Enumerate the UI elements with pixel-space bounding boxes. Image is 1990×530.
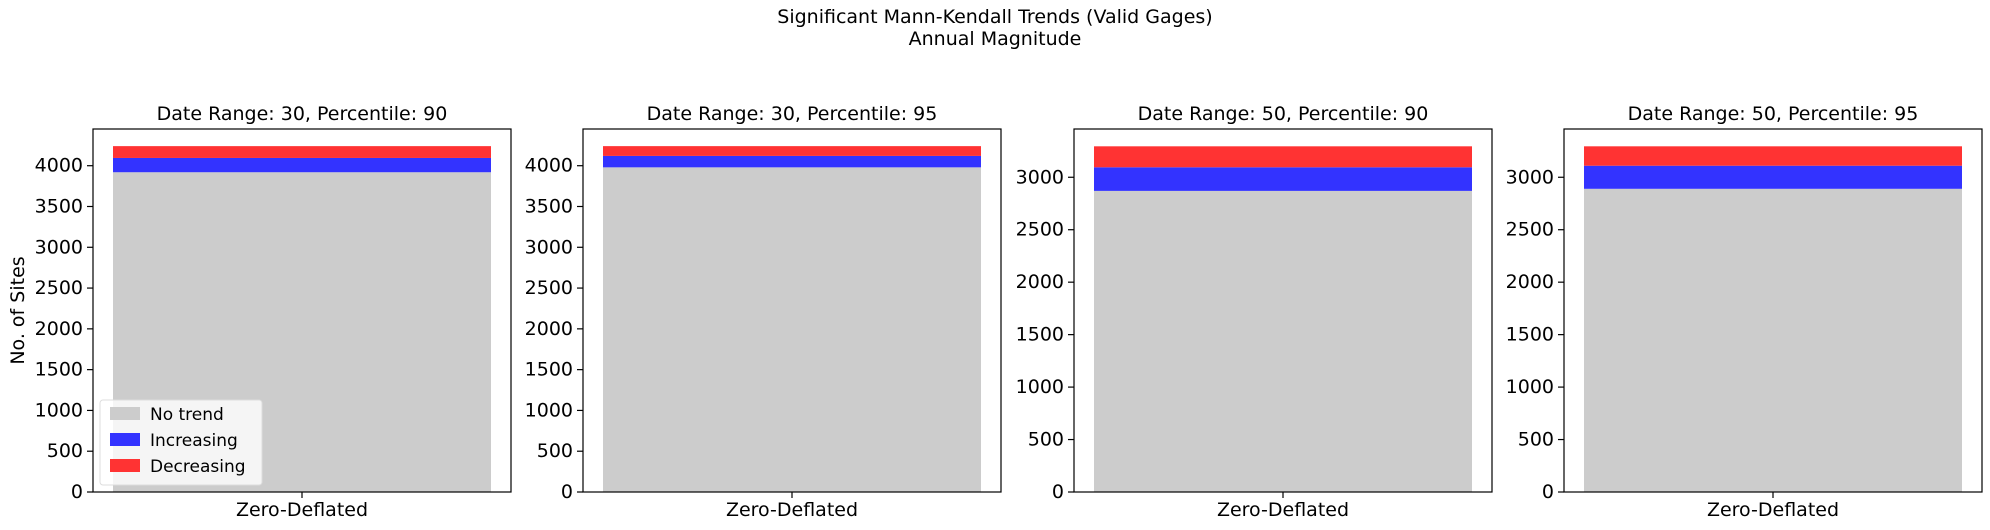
y-tick-label: 3000 — [525, 236, 573, 258]
y-tick-label: 500 — [1518, 429, 1554, 451]
bar-increasing — [1584, 165, 1962, 189]
y-tick-label: 500 — [47, 440, 83, 462]
figure-title-line-1: Significant Mann-Kendall Trends (Valid G… — [777, 6, 1213, 28]
y-tick-label: 0 — [1542, 481, 1554, 503]
y-tick-label: 2500 — [35, 277, 83, 299]
y-tick-label: 3500 — [525, 195, 573, 217]
panel-4: 0 500 1000 1500 2000 2500 3000 Zero-Deflated Dat… — [1506, 103, 1983, 521]
bar-decreasing — [1094, 146, 1472, 168]
bar-decreasing — [113, 146, 491, 158]
y-tick-label: 500 — [1028, 429, 1064, 451]
legend-label: No trend — [150, 405, 224, 425]
y-tick-label: 3000 — [1506, 166, 1554, 188]
legend-swatch — [110, 407, 140, 420]
y-tick-label: 3000 — [35, 236, 83, 258]
bar-no-trend — [1584, 188, 1962, 492]
legend-label: Increasing — [150, 431, 238, 451]
panel-3: 0 500 1000 1500 2000 2500 3000 Zero-Deflated Dat… — [1016, 103, 1493, 521]
panel-2: 0 500 1000 1500 2000 2500 3000 3500 4000 Zero-Def… — [525, 103, 1002, 521]
y-tick-label: 2000 — [1506, 271, 1554, 293]
y-tick-label: 1000 — [35, 399, 83, 421]
x-tick-label: Zero-Deflated — [1707, 499, 1839, 521]
y-tick-label: 2000 — [525, 318, 573, 340]
y-tick-label: 2000 — [35, 318, 83, 340]
y-tick-label: 3000 — [1016, 166, 1064, 188]
x-tick-label: Zero-Deflated — [726, 499, 858, 521]
x-tick-label: Zero-Deflated — [236, 499, 368, 521]
y-tick-label: 2500 — [525, 277, 573, 299]
figure-title-line-2: Annual Magnitude — [908, 28, 1082, 50]
panel-1: 0 500 1000 1500 2000 2500 3000 3500 4000 Zero-Def… — [7, 103, 512, 521]
y-tick-label: 1000 — [1016, 376, 1064, 398]
bar-decreasing — [603, 146, 981, 156]
y-tick-label: 1500 — [1016, 324, 1064, 346]
y-tick-label: 1500 — [35, 359, 83, 381]
y-tick-label: 0 — [561, 481, 573, 503]
bar-decreasing — [1584, 146, 1962, 166]
x-tick-label: Zero-Deflated — [1217, 499, 1349, 521]
figure-title: Significant Mann-Kendall Trends (Valid G… — [0, 6, 1990, 50]
y-tick-label: 2500 — [1016, 219, 1064, 241]
y-tick-label: 4000 — [35, 155, 83, 177]
y-tick-label: 2500 — [1506, 219, 1554, 241]
legend-swatch — [110, 459, 140, 472]
y-tick-label: 1000 — [1506, 376, 1554, 398]
bar-increasing — [113, 157, 491, 173]
bar-no-trend — [1094, 190, 1472, 492]
bar-increasing — [1094, 167, 1472, 191]
y-tick-label: 500 — [537, 440, 573, 462]
y-tick-label: 0 — [71, 481, 83, 503]
legend-swatch — [110, 433, 140, 446]
y-tick-label: 0 — [1052, 481, 1064, 503]
y-tick-label: 3500 — [35, 195, 83, 217]
panel-title: Date Range: 30, Percentile: 95 — [647, 103, 938, 125]
y-axis-label: No. of Sites — [7, 256, 29, 364]
y-tick-label: 1500 — [1506, 324, 1554, 346]
y-tick-label: 4000 — [525, 155, 573, 177]
legend-label: Decreasing — [150, 457, 246, 477]
panel-title: Date Range: 30, Percentile: 90 — [157, 103, 448, 125]
y-tick-label: 1500 — [525, 359, 573, 381]
panel-title: Date Range: 50, Percentile: 95 — [1628, 103, 1919, 125]
panel-title: Date Range: 50, Percentile: 90 — [1138, 103, 1429, 125]
bar-increasing — [603, 155, 981, 168]
y-tick-label: 2000 — [1016, 271, 1064, 293]
legend: No trend Increasing Decreasing — [99, 399, 263, 486]
y-tick-label: 1000 — [525, 399, 573, 421]
legend-box — [99, 399, 263, 486]
bar-no-trend — [603, 167, 981, 492]
